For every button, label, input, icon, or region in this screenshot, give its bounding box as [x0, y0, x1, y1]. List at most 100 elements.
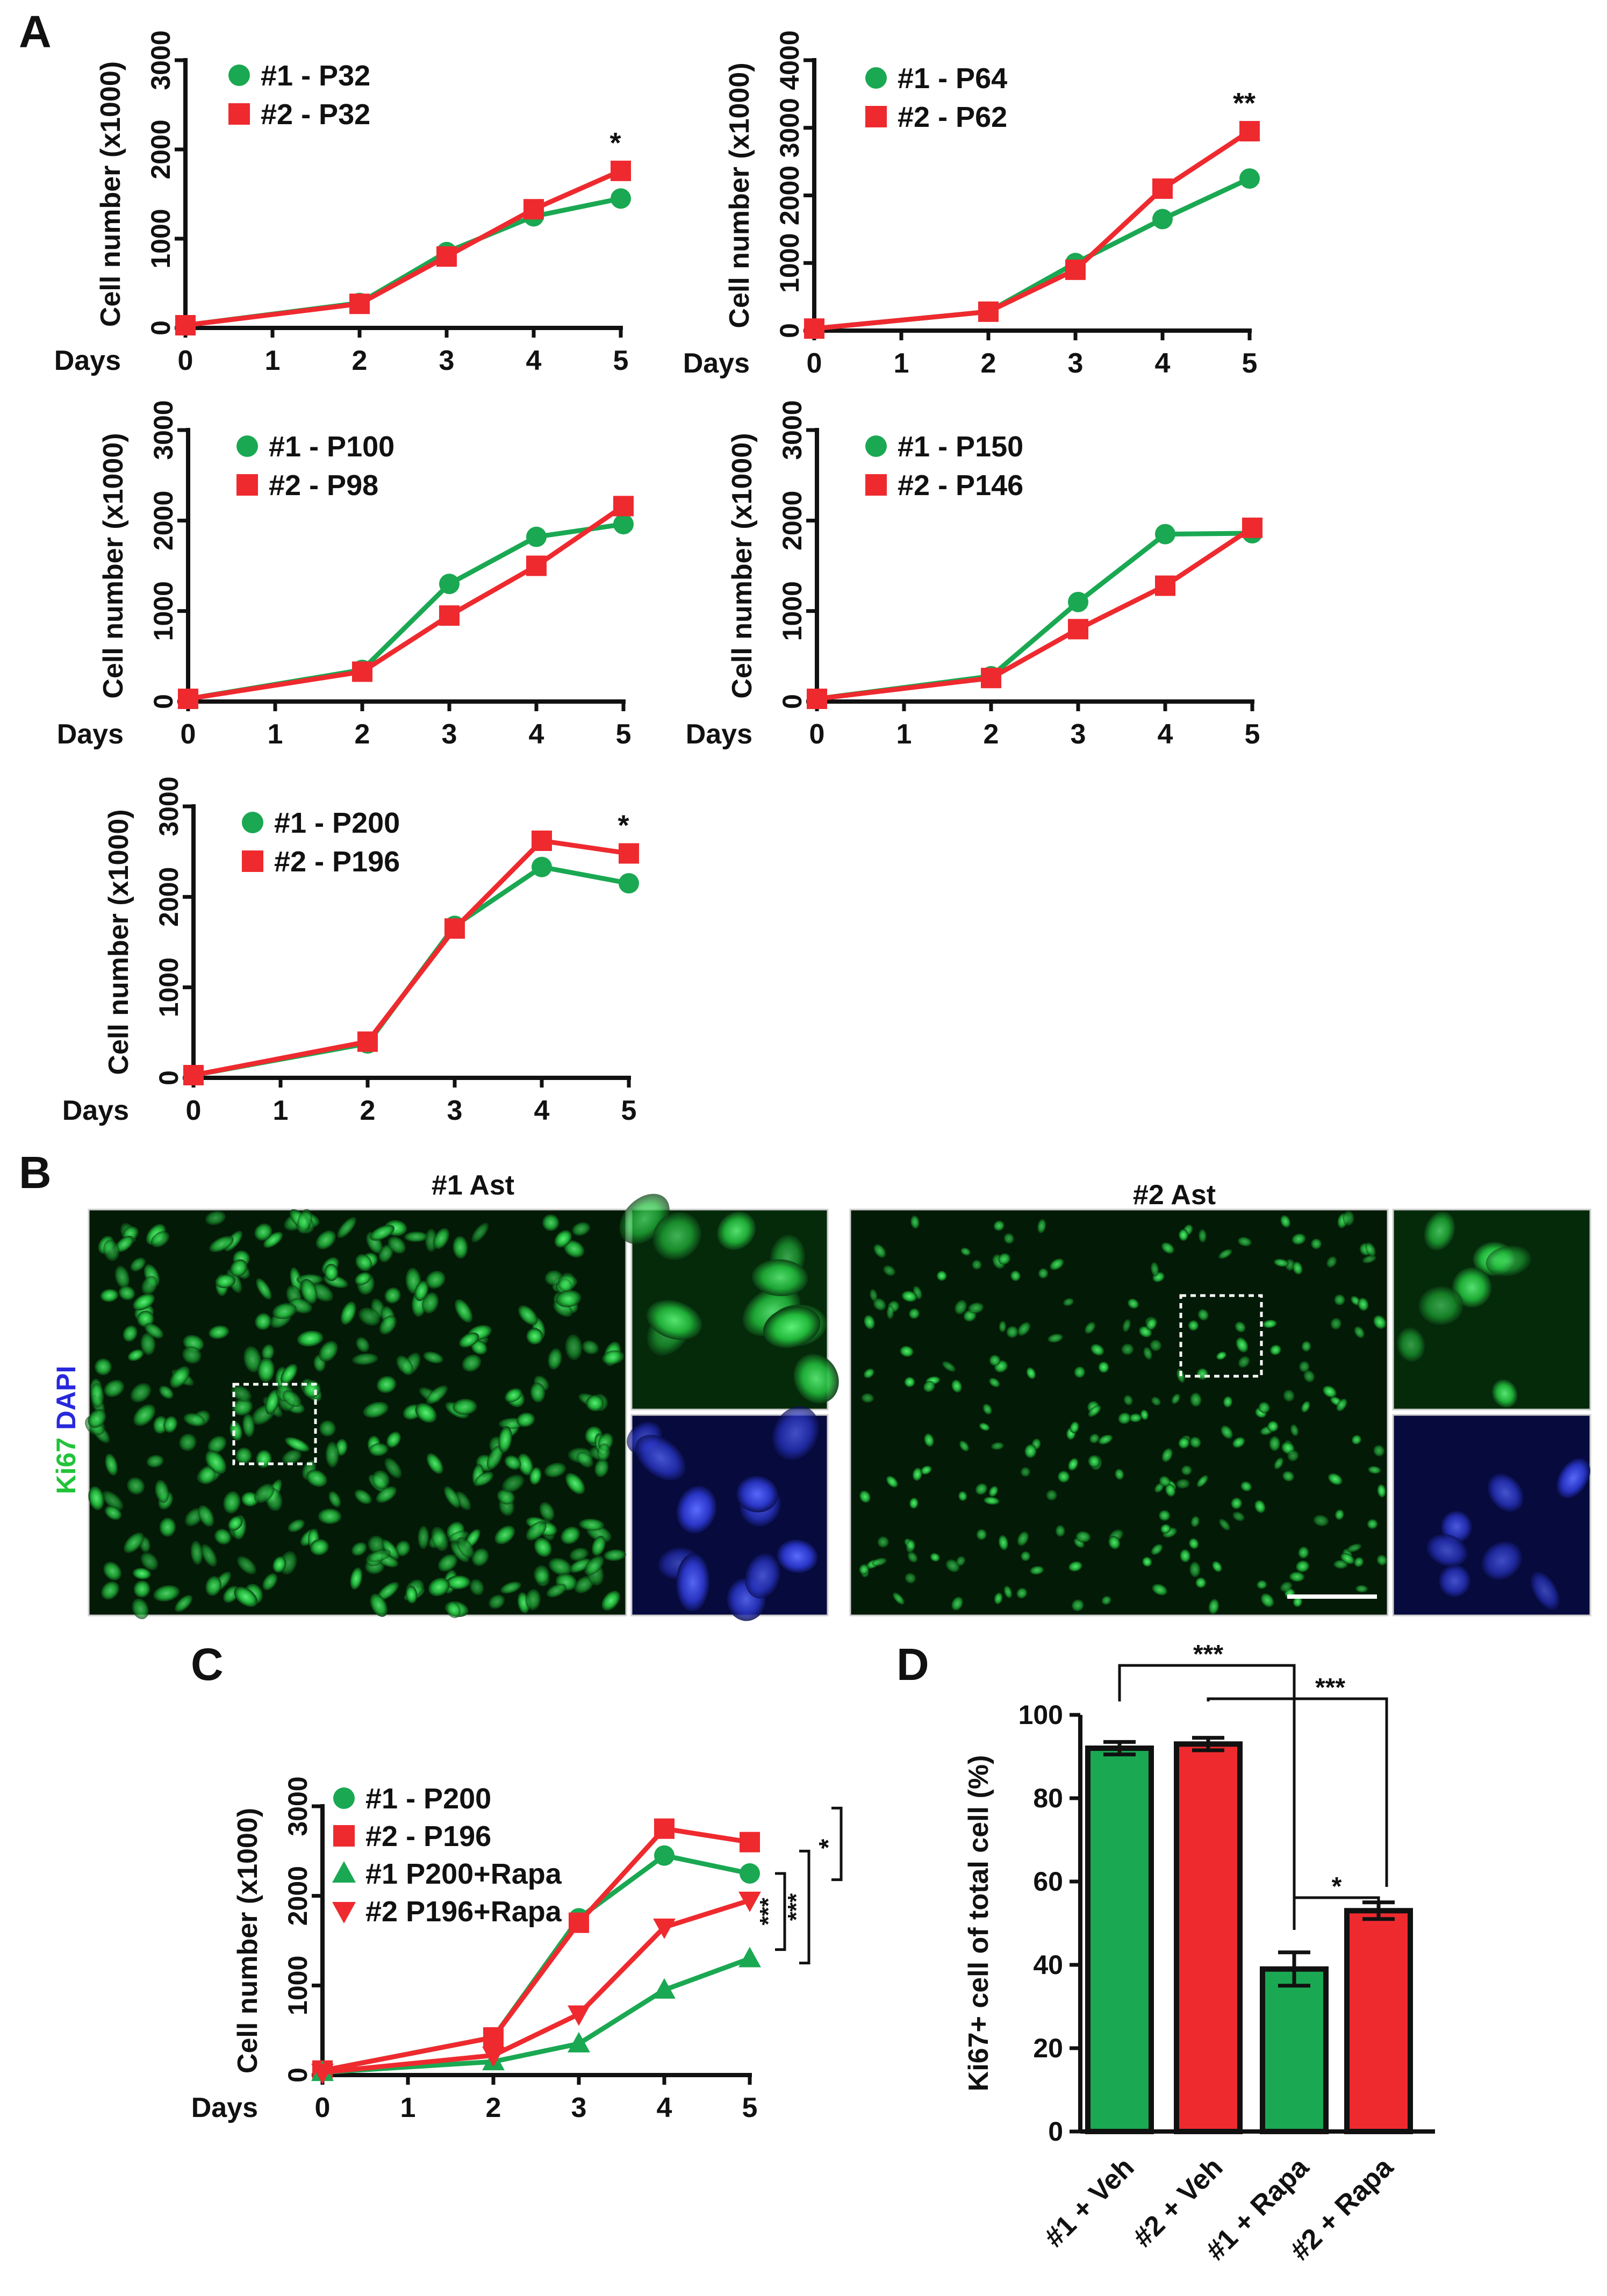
nucleus — [232, 1398, 253, 1416]
legend-marker — [332, 1861, 356, 1883]
nucleus — [1088, 1455, 1100, 1468]
nucleus — [453, 1398, 477, 1415]
nucleus — [1280, 1581, 1293, 1592]
nucleus — [263, 1232, 283, 1248]
nucleus — [542, 1214, 559, 1231]
nucleus — [351, 1353, 378, 1365]
nucleus — [497, 1489, 515, 1505]
legend-marker — [865, 435, 887, 457]
nucleus — [254, 1483, 275, 1504]
data-point — [613, 496, 634, 517]
nucleus — [146, 1455, 164, 1468]
nucleus — [647, 1300, 702, 1340]
nucleus — [901, 1291, 917, 1302]
nucleus — [539, 1501, 555, 1521]
x-axis-label: Days — [683, 348, 750, 379]
nucleus — [912, 1468, 922, 1481]
nucleus — [676, 1485, 717, 1534]
nucleus — [1101, 1596, 1111, 1605]
y-tick-label: 4000 — [774, 30, 805, 90]
nucleus — [130, 1257, 146, 1272]
y-tick-label: 0 — [148, 694, 178, 709]
nucleus — [1181, 1465, 1192, 1476]
significance-label: *** — [755, 1897, 781, 1925]
nucleus — [446, 1601, 461, 1619]
nucleus — [382, 1539, 399, 1560]
nucleus — [909, 1497, 919, 1509]
nucleus — [1020, 1467, 1031, 1477]
data-point — [1152, 209, 1173, 230]
data-point — [1152, 178, 1173, 199]
significance-label: *** — [1193, 1640, 1223, 1669]
series-line — [193, 838, 629, 1078]
x-tick-label: 3 — [1071, 719, 1086, 750]
nucleus — [1151, 1397, 1161, 1406]
nucleus — [254, 1223, 272, 1241]
nucleus — [282, 1390, 302, 1407]
y-tick-label: 3000 — [148, 400, 178, 460]
micrograph-ast1-zoom-dapi — [627, 1406, 829, 1621]
nucleus — [579, 1518, 605, 1531]
y-tick-label: 80 — [1033, 1783, 1063, 1813]
nucleus — [793, 1354, 839, 1404]
nucleus — [864, 1315, 875, 1329]
nucleus — [1311, 1238, 1322, 1249]
nucleus — [223, 1491, 241, 1514]
nucleus — [1026, 1367, 1036, 1379]
nucleus — [1037, 1219, 1046, 1234]
nucleus — [130, 1383, 152, 1403]
nucleus — [215, 1274, 236, 1289]
data-point — [349, 294, 370, 314]
nucleus — [405, 1585, 418, 1604]
nucleus — [1491, 1379, 1518, 1408]
nucleus — [951, 1379, 962, 1393]
nucleus — [652, 1212, 701, 1260]
x-axis-label: Days — [191, 2092, 258, 2123]
nucleus — [504, 1455, 521, 1470]
x-tick-label: 3 — [1068, 348, 1084, 379]
nucleus — [1218, 1249, 1232, 1259]
nucleus — [572, 1222, 591, 1236]
nucleus — [1236, 1337, 1249, 1353]
data-point — [526, 526, 547, 547]
legend-label: #1 - P150 — [898, 431, 1023, 463]
legend-marker — [333, 1787, 355, 1809]
nucleus — [994, 1592, 1003, 1605]
x-tick-label: 1 — [273, 1095, 289, 1126]
nucleus — [591, 1536, 606, 1556]
legend-marker — [865, 106, 887, 127]
nucleus — [1176, 1478, 1190, 1489]
legend-marker — [865, 474, 887, 496]
y-tick-label: 1000 — [154, 957, 184, 1017]
nucleus — [569, 1558, 591, 1573]
y-tick-label: 0 — [154, 1070, 184, 1085]
nucleus — [1301, 1401, 1310, 1413]
data-point — [1239, 121, 1260, 142]
nucleus — [272, 1556, 286, 1573]
nucleus — [1122, 1319, 1131, 1332]
nucleus — [255, 1313, 271, 1330]
data-point — [1242, 517, 1262, 538]
nucleus — [489, 1594, 505, 1610]
nucleus — [635, 1435, 686, 1481]
nucleus — [395, 1540, 411, 1557]
nucleus — [1068, 1561, 1082, 1572]
nucleus — [182, 1346, 202, 1364]
legend-label: #2 P196+Rapa — [365, 1896, 562, 1928]
nucleus — [115, 1235, 134, 1253]
legend-marker — [242, 850, 263, 872]
micrograph-title-1: #1 Ast — [432, 1170, 514, 1201]
data-point — [526, 555, 547, 576]
y-axis-label: Cell number (x1000) — [98, 433, 129, 698]
nucleus — [1197, 1309, 1209, 1321]
nucleus — [127, 1477, 145, 1495]
x-tick-label: 1 — [268, 719, 283, 750]
y-axis-label: Cell number (x1000) — [724, 62, 755, 328]
nucleus — [1146, 1318, 1157, 1331]
nucleus — [324, 1263, 339, 1282]
nucleus — [363, 1401, 389, 1418]
nucleus — [1556, 1458, 1590, 1499]
nucleus — [422, 1292, 439, 1314]
nucleus — [1487, 1474, 1524, 1512]
x-tick-label: 4 — [526, 345, 542, 376]
